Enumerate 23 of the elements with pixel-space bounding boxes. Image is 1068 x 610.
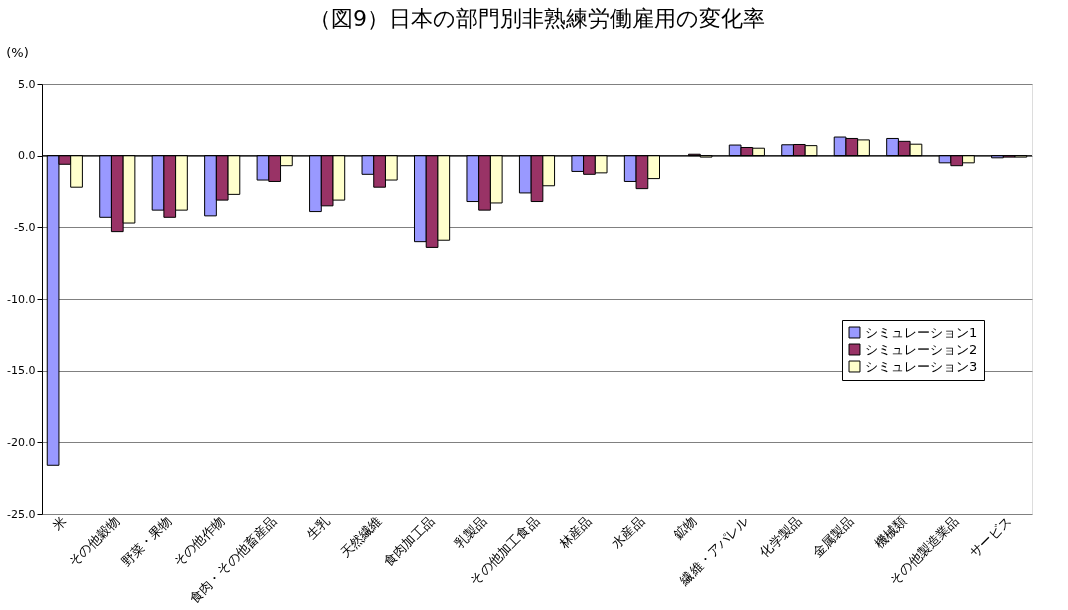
x-tick-label: 機械類: [871, 512, 910, 552]
y-axis-title: (%): [6, 44, 29, 60]
x-tick-label: 金属製品: [809, 512, 857, 561]
x-tick-label: 天然繊維: [337, 512, 385, 561]
y-tick-label: -15.0: [7, 364, 36, 378]
x-tick-label: 化学製品: [756, 512, 805, 561]
y-tick-label: -20.0: [7, 435, 36, 449]
x-tick-label: 乳製品: [451, 512, 490, 552]
y-tick-label: -25.0: [7, 507, 36, 521]
legend-label: シミュレーション2: [865, 341, 978, 357]
chart-title: （図9）日本の部門別非熟練労働雇用の変化率: [309, 6, 765, 31]
y-tick-label: 5.0: [18, 77, 36, 91]
legend-label: シミュレーション1: [865, 324, 978, 340]
x-tick-label: 鉱物: [670, 512, 700, 542]
x-tick-label: 林産品: [555, 512, 595, 552]
y-tick-label: -5.0: [14, 220, 36, 234]
y-tick-label: -10.0: [7, 292, 36, 306]
x-tick-label: 生乳: [303, 512, 333, 542]
x-tick-label: 米: [49, 512, 70, 533]
x-tick-label: サービス: [966, 512, 1015, 561]
y-tick-label: 0.0: [18, 149, 36, 163]
x-tick-label: 水産品: [608, 512, 647, 552]
legend-label: シミュレーション3: [865, 358, 978, 374]
